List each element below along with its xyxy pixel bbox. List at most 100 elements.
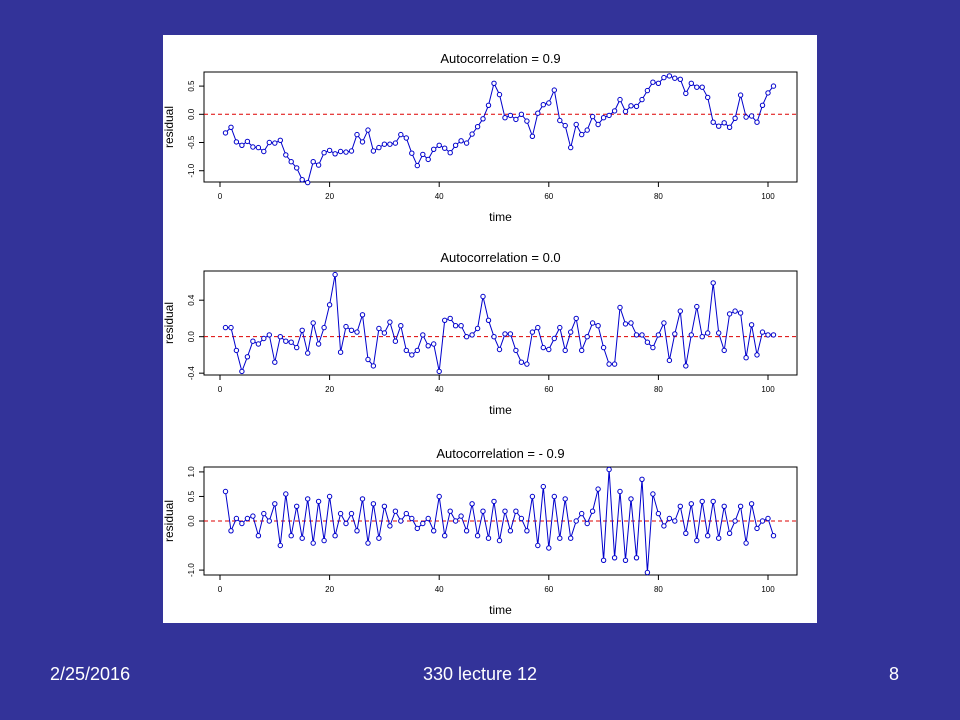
data-point bbox=[294, 165, 300, 171]
data-point bbox=[436, 493, 442, 500]
data-point bbox=[726, 530, 733, 536]
x-tick-label: 80 bbox=[654, 585, 663, 594]
data-point bbox=[272, 359, 278, 365]
y-tick-label: 0.0 bbox=[187, 108, 196, 120]
data-point bbox=[726, 124, 733, 131]
data-point bbox=[716, 330, 722, 336]
data-point bbox=[502, 508, 508, 514]
chart-title: Autocorrelation = 0.0 bbox=[440, 250, 560, 265]
y-tick-label: -1.0 bbox=[187, 563, 196, 577]
data-point bbox=[442, 317, 448, 323]
data-point bbox=[409, 352, 415, 358]
data-point bbox=[447, 315, 453, 322]
data-point bbox=[759, 518, 766, 524]
y-tick-label: -0.4 bbox=[187, 366, 196, 380]
data-point bbox=[694, 84, 700, 90]
data-point bbox=[611, 555, 618, 561]
plot-frame bbox=[203, 270, 798, 376]
data-point bbox=[748, 322, 755, 328]
data-point bbox=[266, 332, 273, 338]
data-point bbox=[387, 319, 393, 325]
data-point bbox=[294, 344, 300, 351]
footer-date: 2/25/2016 bbox=[50, 664, 131, 684]
data-point bbox=[233, 139, 240, 145]
data-point bbox=[469, 131, 475, 137]
data-point bbox=[463, 334, 470, 340]
data-point bbox=[568, 329, 574, 335]
data-point bbox=[463, 528, 470, 534]
data-point bbox=[770, 83, 777, 89]
data-point bbox=[518, 111, 525, 118]
data-point bbox=[283, 152, 289, 158]
data-point bbox=[518, 515, 525, 522]
data-point bbox=[250, 144, 256, 150]
data-point bbox=[710, 119, 716, 125]
data-point bbox=[244, 515, 251, 522]
data-point bbox=[425, 156, 431, 163]
data-point bbox=[277, 542, 284, 549]
data-point bbox=[551, 335, 557, 342]
chart-title: Autocorrelation = - 0.9 bbox=[436, 446, 564, 461]
data-point bbox=[326, 302, 333, 308]
data-point bbox=[622, 321, 629, 327]
data-point bbox=[518, 359, 525, 365]
data-point bbox=[622, 557, 629, 563]
data-point bbox=[743, 540, 749, 546]
data-point bbox=[683, 90, 689, 97]
data-point bbox=[737, 503, 744, 509]
data-point bbox=[233, 347, 240, 354]
data-point bbox=[474, 533, 481, 539]
data-point bbox=[633, 555, 640, 561]
x-tick-label: 20 bbox=[325, 192, 334, 201]
data-point bbox=[628, 496, 634, 502]
data-point bbox=[721, 120, 727, 126]
data-point bbox=[365, 540, 371, 546]
data-point bbox=[721, 503, 727, 509]
data-point bbox=[705, 330, 711, 336]
data-point bbox=[737, 310, 744, 316]
data-point bbox=[266, 518, 273, 524]
data-point bbox=[332, 271, 338, 278]
data-point bbox=[283, 491, 289, 497]
x-axis-label: time bbox=[489, 603, 512, 617]
data-point bbox=[557, 324, 563, 331]
data-point bbox=[584, 520, 590, 527]
data-point bbox=[628, 103, 634, 109]
data-point bbox=[765, 332, 771, 338]
series-line bbox=[225, 274, 774, 374]
data-point bbox=[611, 108, 618, 114]
data-point bbox=[326, 493, 333, 500]
data-point bbox=[661, 523, 667, 529]
data-point bbox=[442, 145, 448, 151]
data-point bbox=[600, 557, 607, 563]
data-point bbox=[381, 503, 388, 509]
data-point bbox=[392, 338, 399, 344]
data-point bbox=[655, 510, 662, 517]
data-point bbox=[409, 515, 415, 522]
data-point bbox=[617, 304, 623, 311]
x-tick-label: 80 bbox=[654, 192, 663, 201]
data-point bbox=[359, 496, 366, 502]
data-point bbox=[392, 140, 399, 146]
data-point bbox=[666, 73, 673, 79]
data-point bbox=[759, 102, 766, 109]
data-point bbox=[507, 528, 514, 534]
data-point bbox=[348, 148, 355, 154]
y-tick-label: 0.5 bbox=[187, 490, 196, 502]
data-point bbox=[595, 121, 601, 128]
data-point bbox=[420, 520, 426, 527]
data-point bbox=[546, 100, 552, 106]
data-point bbox=[633, 103, 640, 110]
data-point bbox=[222, 324, 229, 331]
data-point bbox=[705, 94, 711, 101]
data-point bbox=[716, 123, 722, 129]
y-tick-label: 0.0 bbox=[187, 515, 196, 527]
plot-frame bbox=[203, 71, 798, 183]
data-point bbox=[551, 493, 557, 500]
data-point bbox=[584, 127, 590, 133]
data-point bbox=[650, 79, 656, 85]
data-point bbox=[568, 535, 574, 541]
data-point bbox=[743, 114, 749, 120]
data-point bbox=[436, 142, 442, 149]
data-point bbox=[754, 352, 760, 358]
